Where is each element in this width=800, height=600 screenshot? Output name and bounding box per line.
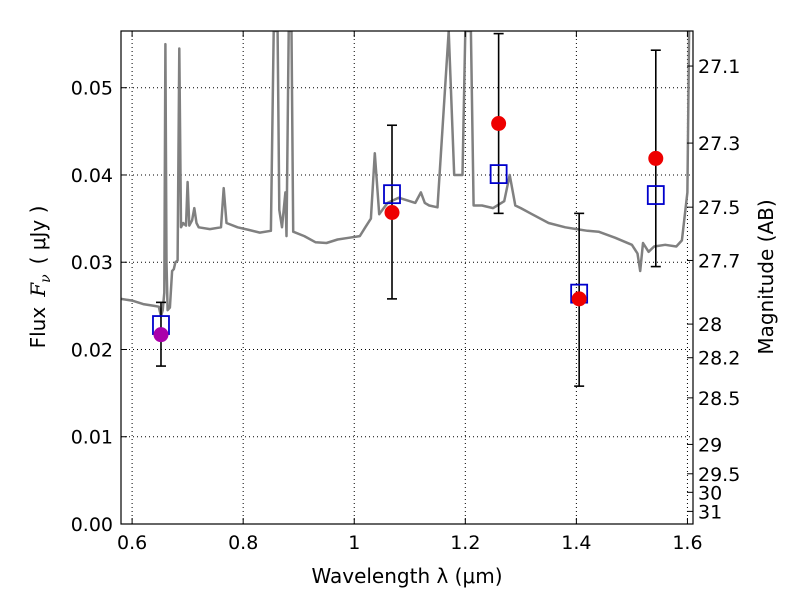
y-tick-label: 0.00	[71, 514, 113, 536]
y2-tick-label: 27.1	[698, 56, 740, 78]
y2-tick-label: 31	[698, 501, 722, 523]
axis-ticks: 0.6 0.8 1 1.2 1.4 1.6 0.00 0.01 0.02 0.03 0.04 0.05…	[71, 31, 740, 554]
x-tick-label: 1.4	[561, 532, 591, 554]
y2-tick-label: 29.5	[698, 464, 740, 486]
x-tick-label: 0.6	[117, 532, 147, 554]
y2-tick-label: 28.5	[698, 388, 740, 410]
observed-flux-point	[153, 327, 169, 343]
y-tick-label: 0.01	[71, 427, 113, 449]
y-axis-title-symbol: F	[26, 282, 50, 298]
error-bars	[155, 32, 661, 387]
model-band-flux-point	[383, 184, 401, 205]
grid	[121, 31, 693, 525]
y2-axis-title: Magnitude (AB)	[754, 199, 778, 354]
x-tick-label: 0.8	[228, 532, 258, 554]
model-spectrum-line	[121, 31, 691, 318]
model-spectrum	[121, 31, 691, 318]
y2-tick-label: 27.5	[698, 197, 740, 219]
y2-tick-label: 29	[698, 434, 722, 456]
model-band-flux-point	[646, 185, 665, 205]
y2-tick-label: 27.7	[698, 250, 740, 272]
model-band-flux-markers	[152, 164, 665, 335]
y-tick-label: 0.02	[71, 339, 113, 361]
x-tick-label: 1.6	[672, 532, 702, 554]
y-axis-title-prefix: Flux	[26, 307, 50, 349]
x-tick-label: 1.2	[450, 532, 480, 554]
y-axis-title-unit: ( μJy )	[26, 206, 50, 265]
y2-tick-label: 28	[698, 314, 722, 336]
x-axis-title: Wavelength λ (μm)	[311, 564, 502, 588]
model-band-flux-point	[489, 164, 508, 185]
y2-tick-label: 30	[698, 482, 722, 504]
observed-flux-markers	[153, 115, 664, 343]
observed-flux-point	[648, 150, 664, 166]
y2-tick-label: 27.3	[698, 133, 740, 155]
plot-frame	[120, 30, 694, 525]
observed-flux-point	[384, 204, 400, 220]
y-tick-label: 0.05	[71, 78, 113, 100]
y-axis-title-subscript: ν	[38, 274, 54, 283]
y-tick-label: 0.03	[71, 252, 113, 274]
y2-tick-label: 28.2	[698, 348, 740, 370]
y-tick-label: 0.04	[71, 165, 113, 187]
observed-flux-point	[571, 291, 587, 307]
observed-flux-point	[491, 115, 507, 131]
x-tick-label: 1	[348, 532, 360, 554]
y-axis-title: Flux Fν ( μJy )	[26, 206, 54, 349]
